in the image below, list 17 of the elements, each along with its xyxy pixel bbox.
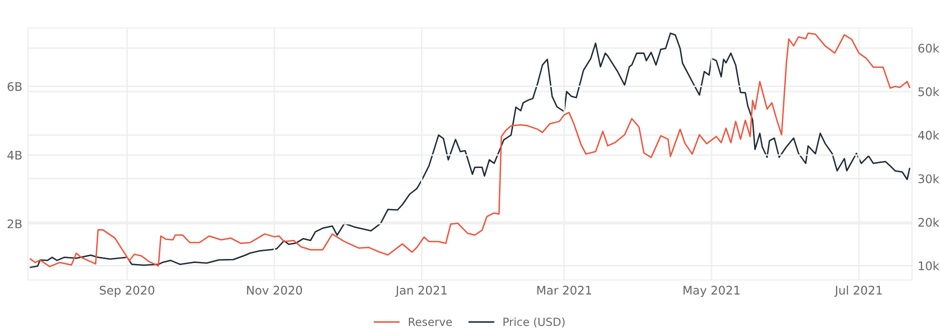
y2-tick-label: 30k — [918, 174, 940, 184]
y-tick-label: 4B — [7, 150, 22, 160]
y2-tick-label: 50k — [918, 87, 940, 96]
x-tick-label: Mar 2021 — [537, 286, 592, 295]
x-tick-label: Nov 2020 — [247, 286, 302, 295]
y2-tick-label: 40k — [918, 130, 940, 140]
y2-tick-label: 60k — [918, 44, 940, 53]
y2-tick-label: 20k — [918, 218, 940, 227]
x-tick-label: Sep 2020 — [100, 286, 154, 297]
y-tick-label: 2B — [8, 219, 22, 228]
legend-label: Price (USD) — [504, 317, 565, 328]
x-tick-label: Jul 2021 — [834, 286, 882, 297]
legend-label: Reserve — [408, 318, 452, 326]
x-tick-label: May 2021 — [684, 286, 740, 297]
x-tick-label: Jan 2021 — [395, 286, 447, 297]
y2-tick-label: 10k — [918, 261, 940, 270]
y-tick-label: 6B — [8, 82, 22, 92]
